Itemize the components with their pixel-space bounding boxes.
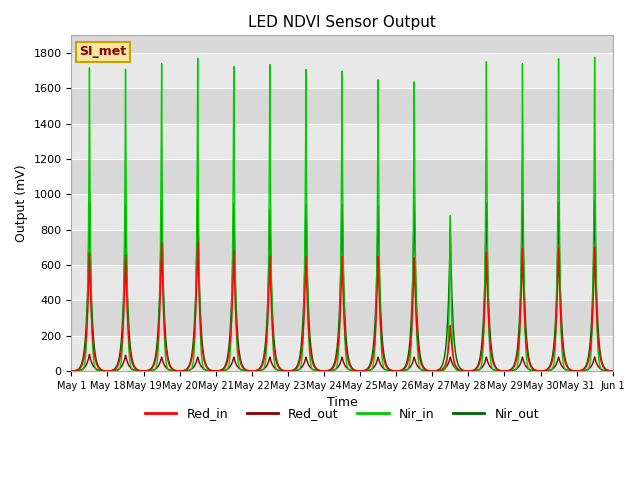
Bar [72, 230, 612, 265]
Bar [72, 124, 612, 159]
Bar [72, 88, 612, 124]
X-axis label: Time: Time [326, 396, 357, 409]
Bar [72, 194, 612, 230]
Bar [72, 159, 612, 194]
Bar [72, 265, 612, 300]
Bar [72, 300, 612, 336]
Bar [72, 336, 612, 371]
Title: LED NDVI Sensor Output: LED NDVI Sensor Output [248, 15, 436, 30]
Text: SI_met: SI_met [79, 46, 127, 59]
Legend: Red_in, Red_out, Nir_in, Nir_out: Red_in, Red_out, Nir_in, Nir_out [140, 402, 544, 425]
Bar [72, 53, 612, 88]
Y-axis label: Output (mV): Output (mV) [15, 165, 28, 242]
